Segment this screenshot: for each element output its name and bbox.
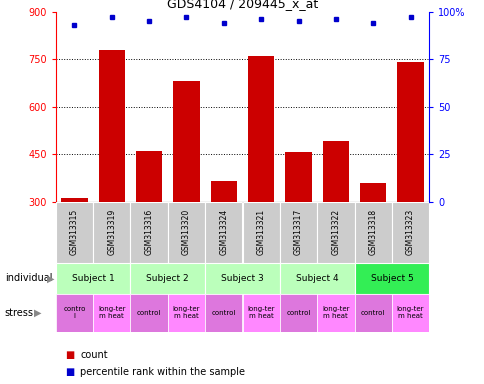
Bar [205, 263, 279, 294]
Bar [205, 202, 242, 263]
Bar [248, 56, 273, 202]
Text: long-ter
m heat: long-ter m heat [396, 306, 424, 319]
Text: Subject 5: Subject 5 [370, 274, 412, 283]
Bar [279, 202, 317, 263]
Bar [242, 294, 279, 332]
Text: Subject 3: Subject 3 [221, 274, 263, 283]
Text: control: control [211, 310, 236, 316]
Text: GSM313318: GSM313318 [368, 209, 377, 255]
Bar [354, 294, 391, 332]
Bar [205, 294, 242, 332]
Text: control: control [360, 310, 385, 316]
Text: GSM313321: GSM313321 [256, 209, 265, 255]
Text: long-ter
m heat: long-ter m heat [247, 306, 274, 319]
Text: Subject 4: Subject 4 [295, 274, 338, 283]
Bar [279, 294, 317, 332]
Bar [130, 294, 167, 332]
Text: control: control [286, 310, 310, 316]
Bar [211, 181, 236, 202]
Text: long-ter
m heat: long-ter m heat [172, 306, 200, 319]
Text: contro
l: contro l [63, 306, 86, 319]
Bar [167, 294, 205, 332]
Text: ■: ■ [65, 367, 75, 377]
Text: Subject 2: Subject 2 [146, 274, 189, 283]
Bar [167, 202, 205, 263]
Bar [136, 151, 162, 202]
Bar [391, 294, 428, 332]
Text: long-ter
m heat: long-ter m heat [98, 306, 125, 319]
Bar [242, 202, 279, 263]
Bar [317, 294, 354, 332]
Text: GSM313322: GSM313322 [331, 209, 340, 255]
Text: GSM313315: GSM313315 [70, 209, 79, 255]
Bar [279, 263, 354, 294]
Bar [93, 202, 130, 263]
Bar [173, 81, 199, 202]
Text: long-ter
m heat: long-ter m heat [321, 306, 349, 319]
Bar [322, 141, 348, 202]
Bar [61, 199, 87, 202]
Bar [397, 62, 423, 202]
Bar [93, 294, 130, 332]
Bar [360, 183, 385, 202]
Bar [56, 202, 93, 263]
Title: GDS4104 / 209445_x_at: GDS4104 / 209445_x_at [166, 0, 318, 10]
Bar [56, 263, 130, 294]
Text: ▶: ▶ [34, 308, 41, 318]
Text: individual: individual [5, 273, 52, 283]
Text: percentile rank within the sample: percentile rank within the sample [80, 367, 244, 377]
Bar [285, 152, 311, 202]
Text: ■: ■ [65, 350, 75, 360]
Bar [99, 50, 124, 202]
Text: count: count [80, 350, 107, 360]
Bar [391, 202, 428, 263]
Text: GSM313323: GSM313323 [405, 209, 414, 255]
Bar [317, 202, 354, 263]
Text: GSM313319: GSM313319 [107, 209, 116, 255]
Text: GSM313316: GSM313316 [144, 209, 153, 255]
Bar [354, 202, 391, 263]
Bar [56, 294, 93, 332]
Bar [130, 202, 167, 263]
Text: GSM313324: GSM313324 [219, 209, 228, 255]
Text: control: control [136, 310, 161, 316]
Bar [130, 263, 205, 294]
Text: GSM313317: GSM313317 [293, 209, 302, 255]
Text: GSM313320: GSM313320 [182, 209, 191, 255]
Bar [354, 263, 428, 294]
Text: Subject 1: Subject 1 [72, 274, 114, 283]
Text: ▶: ▶ [46, 273, 54, 283]
Text: stress: stress [5, 308, 34, 318]
